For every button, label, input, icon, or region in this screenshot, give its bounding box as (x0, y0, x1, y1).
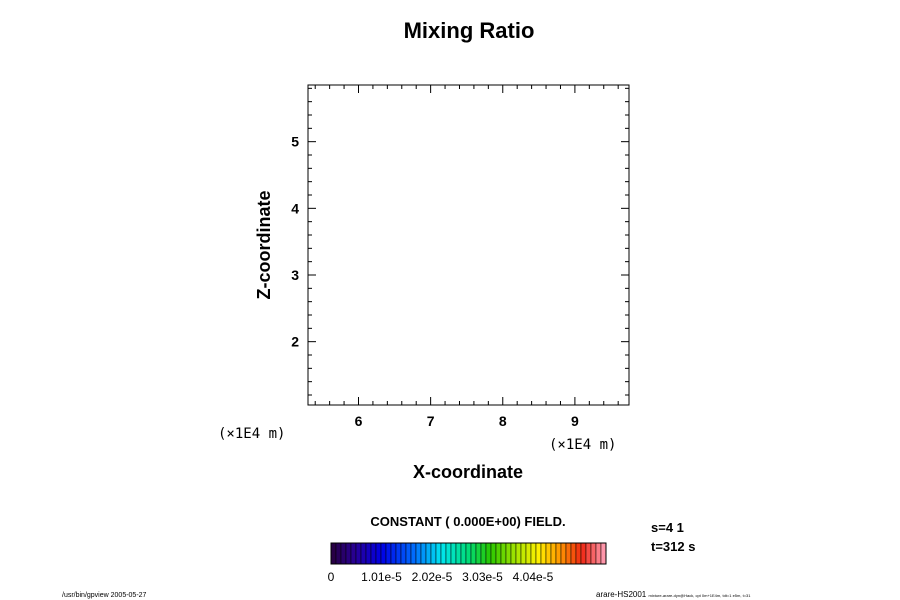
colorbar-cell (400, 542, 407, 565)
y-tick-label: 3 (291, 267, 299, 283)
footer-right-main: arare-HS2001 (596, 590, 647, 599)
colorbar-frame (330, 542, 607, 565)
colorbar-cell (515, 542, 522, 565)
colorbar-cell (395, 542, 402, 565)
colorbar-cell (530, 542, 537, 565)
x-tick-label: 6 (355, 413, 363, 429)
colorbar-cell (565, 542, 572, 565)
colorbar-cell (495, 542, 502, 565)
colorbar-tick-label: 3.03e-5 (462, 570, 503, 584)
colorbar-cell (445, 542, 452, 565)
colorbar-tick-label: 0 (328, 570, 335, 584)
x-tick-label: 7 (427, 413, 435, 429)
colorbar-cell (465, 542, 472, 565)
colorbar-cell (415, 542, 422, 565)
colorbar-cell (525, 542, 532, 565)
colorbar-cell (590, 542, 597, 565)
colorbar-cell (450, 542, 457, 565)
colorbar-cell (340, 542, 347, 565)
colorbar-cell (375, 542, 382, 565)
colorbar-cell (555, 542, 562, 565)
colorbar-cell (380, 542, 387, 565)
chart-title: Mixing Ratio (404, 18, 535, 43)
colorbar-tick-label: 2.02e-5 (412, 570, 453, 584)
colorbar-cell (430, 542, 437, 565)
colorbar-cell (545, 542, 552, 565)
colorbar-cell (405, 542, 412, 565)
footer-right: arare-HS2001 mixture-arare-dyn@Hack, cpt… (596, 590, 751, 599)
colorbar-cell (505, 542, 512, 565)
colorbar-cell (535, 542, 542, 565)
colorbar-cell (480, 542, 487, 565)
axis-ticks (308, 85, 629, 405)
y-tick-label: 2 (291, 334, 299, 350)
colorbar-cell (500, 542, 507, 565)
colorbar-cell (490, 542, 497, 565)
y-tick-labels: 2 3 4 5 (291, 134, 299, 350)
footer-right-small: mixture-arare-dyn@Hack, cpt 0m+1E4m, tdt… (648, 593, 751, 598)
colorbar-cell (435, 542, 442, 565)
colorbar-cell (440, 542, 447, 565)
x-tick-label: 9 (571, 413, 579, 429)
colorbar-cell (540, 542, 547, 565)
colorbar-cell (355, 542, 362, 565)
colorbar-cell (330, 542, 337, 565)
colorbar-cell (560, 542, 567, 565)
colorbar-cell (365, 542, 372, 565)
colorbar-cell (410, 542, 417, 565)
colorbar-cell (570, 542, 577, 565)
colorbar-cell (595, 542, 602, 565)
info-time: t=312 s (651, 539, 695, 554)
y-axis-label: Z-coordinate (254, 190, 274, 299)
colorbar-cell (485, 542, 492, 565)
colorbar-cell (360, 542, 367, 565)
colorbar-cell (455, 542, 462, 565)
colorbar-cell (580, 542, 587, 565)
footer-left: /usr/bin/gpview 2005-05-27 (62, 592, 147, 599)
colorbar-cell (475, 542, 482, 565)
colorbar-cell (575, 542, 582, 565)
colorbar-cell (390, 542, 397, 565)
x-tick-labels: 6 7 8 9 (355, 413, 579, 429)
colorbar-cell (425, 542, 432, 565)
info-step: s=4 1 (651, 520, 684, 535)
colorbar-cell (345, 542, 352, 565)
x-tick-label: 8 (499, 413, 507, 429)
colorbar-cell (520, 542, 527, 565)
colorbar-cell (550, 542, 557, 565)
plot-frame (307, 84, 630, 406)
colorbar-tick-labels: 0 1.01e-5 2.02e-5 3.03e-5 4.04e-5 (328, 570, 554, 584)
colorbar-cell (370, 542, 377, 565)
y-tick-label: 5 (291, 134, 299, 150)
colorbar-cell (600, 542, 607, 565)
colorbar-cell (385, 542, 392, 565)
x-axis-unit-right: (×1E4 m) (549, 437, 616, 453)
colorbar-cell (460, 542, 467, 565)
x-axis-unit-left: (×1E4 m) (218, 426, 285, 442)
colorbar (330, 542, 607, 565)
colorbar-cell (335, 542, 342, 565)
colorbar-cell (420, 542, 427, 565)
field-note: CONSTANT ( 0.000E+00) FIELD. (370, 514, 565, 529)
colorbar-tick-label: 1.01e-5 (361, 570, 402, 584)
colorbar-cell (510, 542, 517, 565)
x-axis-label: X-coordinate (413, 462, 523, 482)
colorbar-cell (470, 542, 477, 565)
colorbar-cell (585, 542, 592, 565)
y-tick-label: 4 (291, 200, 299, 216)
colorbar-cell (350, 542, 357, 565)
colorbar-tick-label: 4.04e-5 (513, 570, 554, 584)
